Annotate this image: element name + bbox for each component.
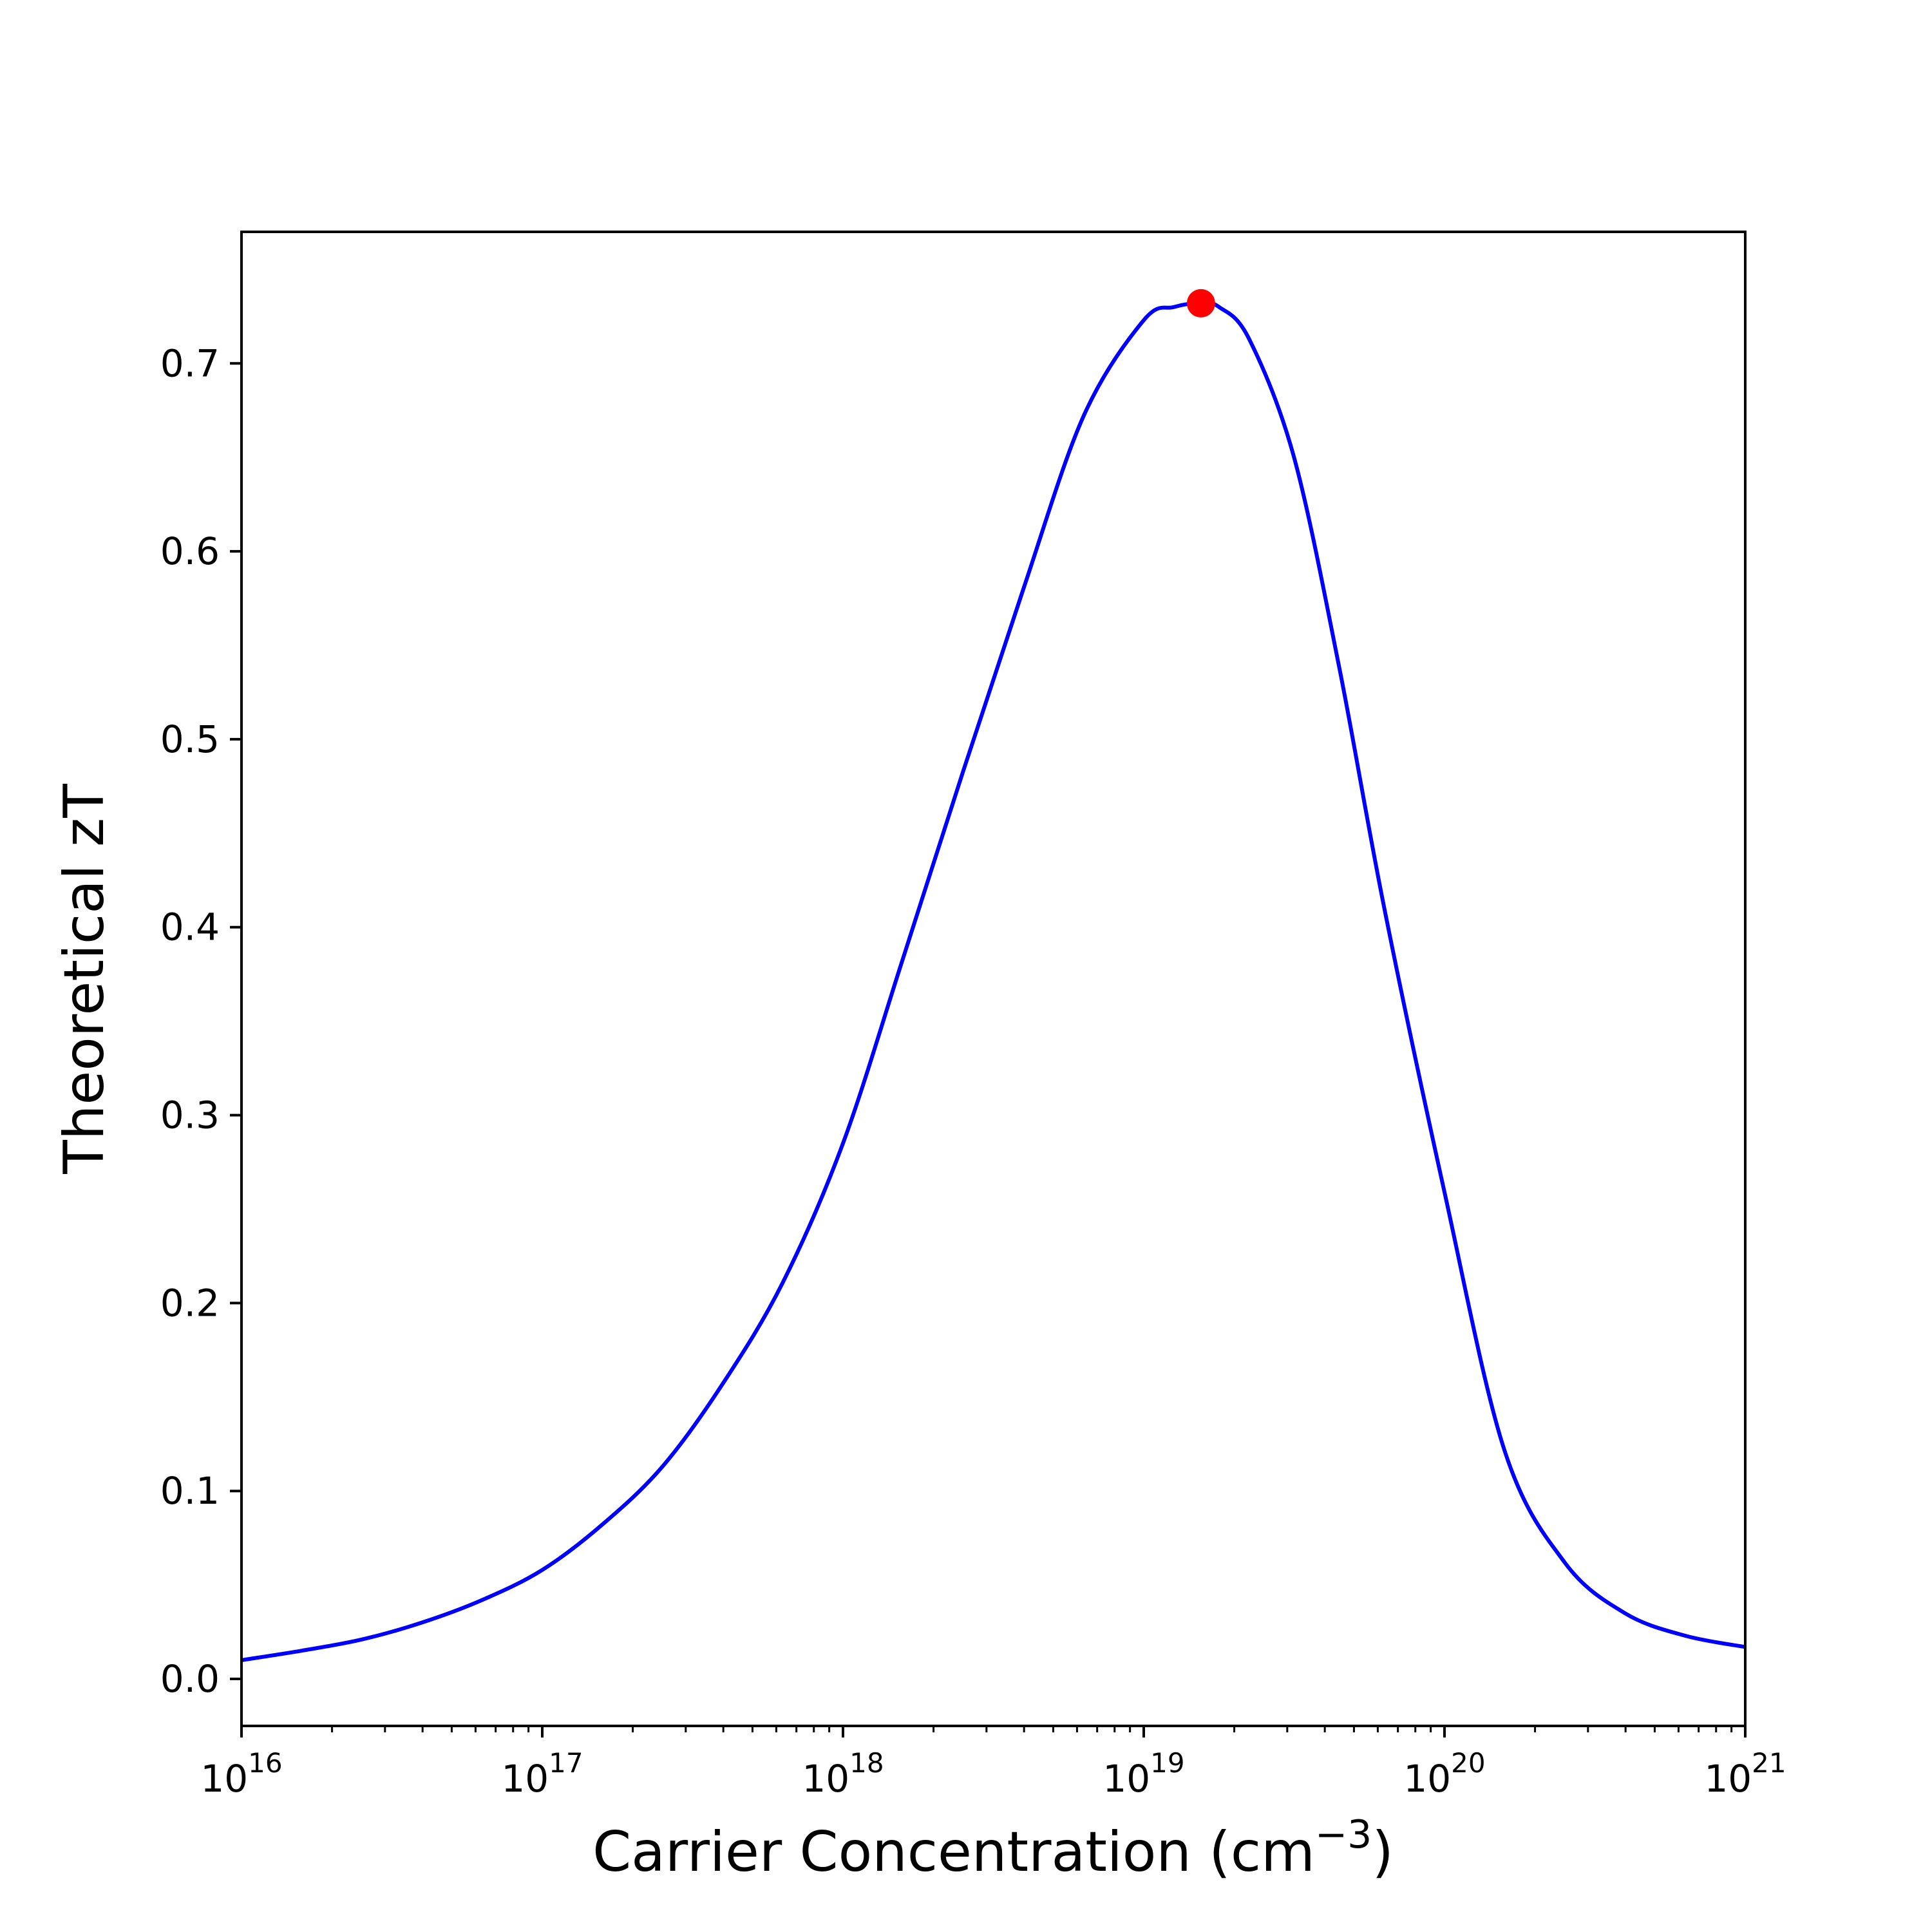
x-tick-base: 10 [200, 1757, 248, 1801]
x-axis-label-main: Carrier Concentration (cm [592, 1820, 1315, 1884]
x-tick-exp: 19 [1150, 1747, 1184, 1779]
tick-labels: 1016 1017 1018 1019 1020 10210.00.10.20.30.40… [160, 341, 1786, 1801]
y-tick-label: 0.0 [160, 1657, 220, 1701]
x-tick-base: 10 [802, 1757, 849, 1801]
plot-frame [240, 231, 1747, 1727]
x-axis-label-sup: −3 [1315, 1812, 1372, 1857]
x-tick-exp: 21 [1752, 1747, 1786, 1779]
x-tick-label: 1020 [1403, 1747, 1485, 1801]
x-tick-base: 10 [1403, 1757, 1451, 1801]
x-tick-exp: 18 [849, 1747, 884, 1779]
y-axis-label: Theoretical zT [52, 784, 117, 1175]
y-tick-label: 0.3 [160, 1094, 220, 1137]
zt-series-line [241, 301, 1746, 1662]
max-zt-marker [1186, 289, 1215, 317]
x-tick-label: 1016 [200, 1747, 282, 1801]
series-layer [241, 301, 1746, 1662]
x-tick-exp: 16 [248, 1747, 282, 1779]
x-axis-label: Carrier Concentration (cm−3) [592, 1812, 1394, 1884]
x-axis-label-close: ) [1372, 1820, 1394, 1884]
x-tick-label: 1021 [1704, 1747, 1786, 1801]
axis-ticks [230, 362, 1747, 1738]
x-tick-label: 1017 [501, 1747, 583, 1801]
plot-area: 1016 1017 1018 1019 1020 10210.00.10.20.30.40… [160, 231, 1786, 1801]
y-tick-label: 0.6 [160, 529, 220, 573]
x-tick-exp: 17 [549, 1747, 583, 1779]
x-tick-base: 10 [501, 1757, 549, 1801]
marker-layer [1186, 289, 1215, 317]
y-tick-label: 0.4 [160, 905, 220, 949]
x-tick-base: 10 [1103, 1757, 1150, 1801]
y-tick-label: 0.5 [160, 717, 220, 761]
x-tick-label: 1019 [1103, 1747, 1184, 1801]
x-tick-exp: 20 [1451, 1747, 1485, 1779]
y-tick-label: 0.7 [160, 341, 220, 385]
y-tick-label: 0.2 [160, 1281, 220, 1325]
x-tick-label: 1018 [802, 1747, 884, 1801]
x-tick-base: 10 [1704, 1757, 1752, 1801]
y-tick-label: 0.1 [160, 1469, 220, 1513]
